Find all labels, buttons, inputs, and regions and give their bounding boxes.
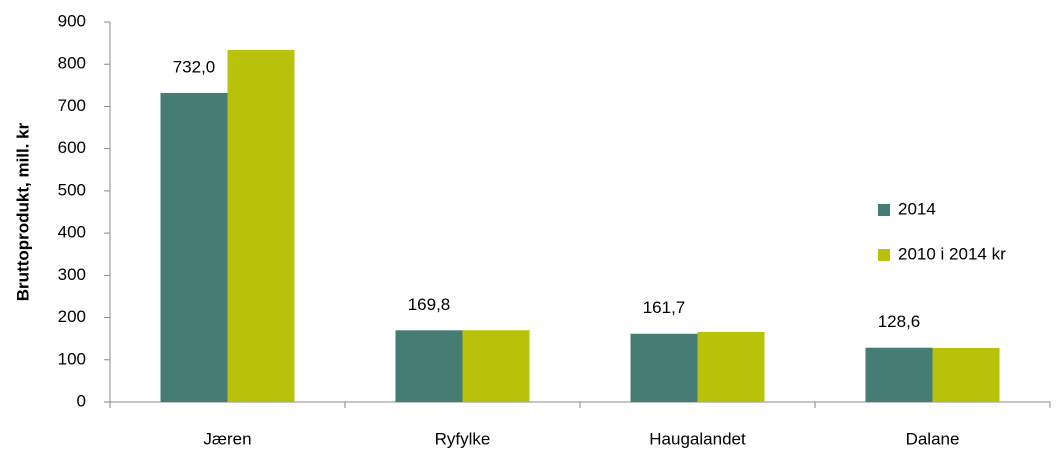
x-tick-label: Dalane xyxy=(906,429,960,448)
bar xyxy=(630,333,698,402)
bar xyxy=(395,330,463,402)
bar xyxy=(697,331,765,402)
legend-label: 2010 i 2014 kr xyxy=(898,244,1006,263)
x-tick-label: Ryfylke xyxy=(435,429,491,448)
data-label: 128,6 xyxy=(878,312,921,331)
x-tick-label: Haugalandet xyxy=(649,429,746,448)
legend-swatch xyxy=(878,249,890,261)
y-tick-label: 900 xyxy=(58,11,86,30)
y-tick-label: 200 xyxy=(58,307,86,326)
y-tick-label: 800 xyxy=(58,54,86,73)
bar xyxy=(227,49,295,402)
y-tick-label: 100 xyxy=(58,349,86,368)
bar xyxy=(462,330,530,402)
bar xyxy=(865,347,933,402)
y-tick-label: 700 xyxy=(58,96,86,115)
data-label: 732,0 xyxy=(173,57,216,76)
y-tick-label: 400 xyxy=(58,223,86,242)
data-label: 161,7 xyxy=(643,298,686,317)
y-tick-label: 600 xyxy=(58,138,86,157)
y-axis-label: Bruttoprodukt, mill. kr xyxy=(13,122,32,301)
y-tick-label: 0 xyxy=(77,391,86,410)
bar xyxy=(160,92,228,402)
y-tick-label: 300 xyxy=(58,265,86,284)
y-tick-label: 500 xyxy=(58,180,86,199)
legend-swatch xyxy=(878,204,890,216)
bar xyxy=(932,347,1000,402)
legend-label: 2014 xyxy=(898,199,936,218)
data-label: 169,8 xyxy=(408,295,451,314)
x-tick-label: Jæren xyxy=(203,429,251,448)
